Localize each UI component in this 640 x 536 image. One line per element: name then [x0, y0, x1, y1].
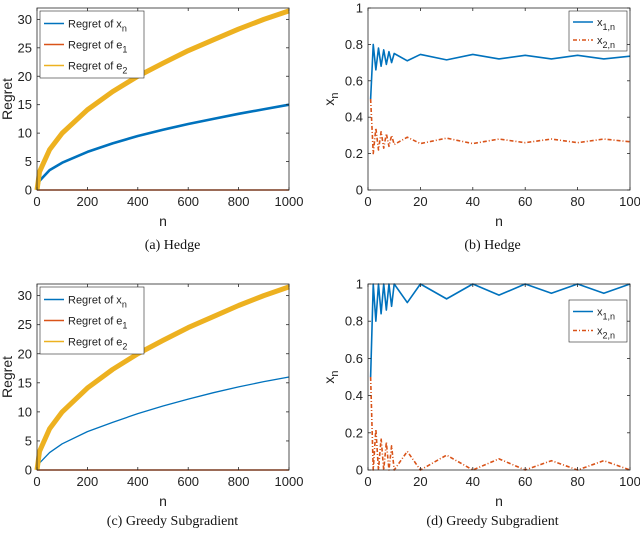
- panel-c: 0 200 400 600 800 1000 0 5 10 15 20 25 30 n Regret Regr…: [0, 272, 320, 536]
- y-tick-label: 15: [18, 97, 32, 112]
- legend-label-1: x1,n: [597, 17, 615, 32]
- legend-box: [568, 299, 628, 343]
- y-tick-label: 0.8: [345, 314, 363, 329]
- legend-label-3: Regret of e2: [68, 61, 127, 76]
- y-tick-label: 15: [18, 375, 32, 390]
- y-tick-label: 0.2: [345, 146, 363, 161]
- x-tick-label: 100: [619, 194, 640, 209]
- x-axis-label: n: [159, 493, 167, 509]
- legend-label-2: x2,n: [597, 326, 615, 341]
- legend-box: [568, 10, 628, 52]
- x-tick-label: 200: [77, 194, 99, 209]
- x-tick-label: 20: [413, 474, 427, 489]
- caption-d: (d) Greedy Subgradient: [426, 514, 559, 529]
- legend-label-2: Regret of e1: [68, 40, 127, 55]
- x-axis-label: n: [495, 213, 503, 229]
- x-tick-label: 200: [77, 474, 99, 489]
- panel-d: 0 20 40 60 80 100 0 0.2 0.4 0.6 0.8 1 n xn x1,n x2,n (d…: [320, 272, 640, 536]
- caption-a: (a) Hedge: [144, 238, 201, 253]
- chart-hedge-x: 0 20 40 60 80 100 0 0.2 0.4 0.6 0.8 1 n xn x1,n x2,n: [321, 1, 640, 230]
- x-tick-label: 0: [33, 194, 40, 209]
- y-tick-label: 0.8: [345, 37, 363, 52]
- y-axis-label: Regret: [0, 356, 15, 398]
- x-tick-label: 40: [466, 194, 480, 209]
- legend: Regret of xn Regret of e1 Regret of e2: [39, 10, 145, 79]
- x-tick-label: 80: [570, 194, 584, 209]
- x-tick-label: 60: [518, 194, 532, 209]
- axes-box: [36, 7, 290, 191]
- x-axis-label: n: [159, 213, 167, 229]
- y-tick-label: 20: [18, 346, 32, 361]
- y-tick-label: 0: [25, 183, 32, 198]
- x-tick-label: 0: [364, 194, 371, 209]
- legend-label-2: x2,n: [597, 35, 615, 50]
- y-tick-label: 5: [25, 154, 32, 169]
- legend-label-2: Regret of e1: [68, 316, 127, 331]
- legend-label-1: x1,n: [597, 307, 615, 322]
- y-tick-label: 20: [18, 69, 32, 84]
- y-tick-label: 30: [18, 12, 32, 27]
- x-tick-label: 600: [177, 194, 199, 209]
- y-axis-label: xn: [321, 92, 341, 105]
- caption-b: (b) Hedge: [464, 238, 521, 253]
- axes-box: [367, 283, 631, 471]
- x-tick-label: 1000: [275, 474, 304, 489]
- legend-label-1: Regret of xn: [68, 19, 127, 34]
- x-tick-label: 400: [127, 194, 149, 209]
- series-line-1: [369, 283, 631, 378]
- y-tick-label: 5: [25, 433, 32, 448]
- x-tick-label: 40: [466, 474, 480, 489]
- x-tick-label: 600: [177, 474, 199, 489]
- legend-label-3: Regret of e2: [68, 337, 127, 352]
- axes-box: [367, 7, 631, 191]
- legend: x1,n x2,n: [568, 10, 628, 52]
- x-tick-label: 80: [570, 474, 584, 489]
- x-tick-label: 0: [364, 474, 371, 489]
- axes-box: [36, 283, 290, 471]
- y-tick-label: 0.6: [345, 73, 363, 88]
- y-axis-label: xn: [321, 370, 341, 383]
- y-tick-label: 0.4: [345, 110, 363, 125]
- x-tick-label: 60: [518, 474, 532, 489]
- y-tick-label: 0: [25, 463, 32, 478]
- series-line-1: [36, 376, 290, 471]
- y-tick-label: 25: [18, 40, 32, 55]
- x-axis-label: n: [495, 493, 503, 509]
- x-tick-label: 400: [127, 474, 149, 489]
- legend: x1,n x2,n: [568, 299, 628, 343]
- y-tick-label: 30: [18, 288, 32, 303]
- y-tick-label: 0.2: [345, 425, 363, 440]
- series-line-1: [369, 43, 631, 100]
- chart-greedy-regret: 0 200 400 600 800 1000 0 5 10 15 20 25 30 n Regret Regr…: [0, 283, 304, 509]
- series-line-2: [369, 98, 631, 155]
- y-tick-label: 1: [356, 1, 363, 16]
- chart-greedy-x: 0 20 40 60 80 100 0 0.2 0.4 0.6 0.8 1 n xn x1,n x2,n: [321, 277, 640, 510]
- legend-label-1: Regret of xn: [68, 295, 127, 310]
- x-tick-label: 1000: [275, 194, 304, 209]
- y-tick-label: 10: [18, 126, 32, 141]
- caption-c: (c) Greedy Subgradient: [106, 514, 239, 529]
- chart-hedge-regret: 0 200 400 600 800 1000 0 5 10 15 20 25 30 n Regret Regr…: [0, 7, 304, 229]
- x-tick-label: 800: [228, 474, 250, 489]
- y-axis-label: Regret: [0, 78, 15, 120]
- y-tick-label: 0.6: [345, 351, 363, 366]
- y-tick-label: 25: [18, 317, 32, 332]
- y-tick-label: 0.4: [345, 388, 363, 403]
- x-tick-label: 20: [413, 194, 427, 209]
- y-tick-label: 0: [356, 183, 363, 198]
- panel-b: 0 20 40 60 80 100 0 0.2 0.4 0.6 0.8 1 n xn x1,n x2,n (b…: [320, 0, 640, 268]
- series-line-1: [35, 103, 290, 191]
- y-tick-label: 10: [18, 404, 32, 419]
- panel-a: 0 200 400 600 800 1000 0 5 10 15 20 25 30 n Regret Regr…: [0, 0, 320, 268]
- y-tick-label: 0: [356, 463, 363, 478]
- x-tick-label: 100: [619, 474, 640, 489]
- series-line-2: [369, 376, 631, 471]
- legend: Regret of xn Regret of e1 Regret of e2: [39, 286, 145, 355]
- x-tick-label: 0: [33, 474, 40, 489]
- y-tick-label: 1: [356, 277, 363, 292]
- x-tick-label: 800: [228, 194, 250, 209]
